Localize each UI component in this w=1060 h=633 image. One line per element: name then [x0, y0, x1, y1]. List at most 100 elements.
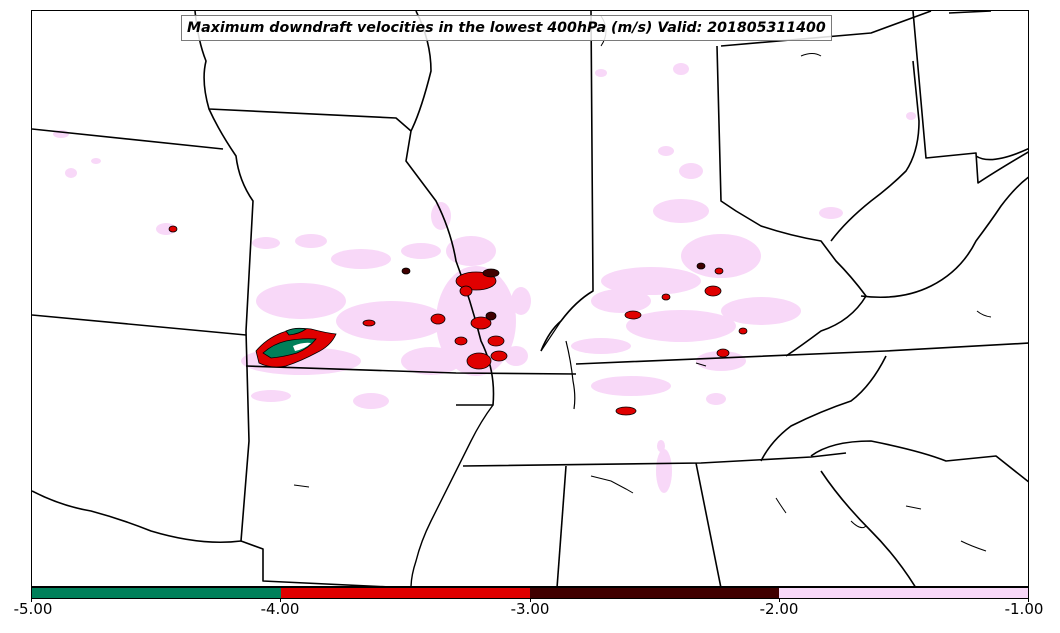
light-patch: [446, 236, 496, 266]
cell-green: [285, 327, 307, 336]
light-patch: [601, 267, 701, 295]
map-title: Maximum downdraft velocities in the lowe…: [181, 15, 832, 41]
cell-red: [738, 327, 748, 335]
cell-red: [430, 313, 446, 325]
lake-outline: [293, 484, 310, 488]
cell-red: [454, 336, 468, 346]
boundary-line: [830, 60, 920, 242]
colorbar-segment: [281, 588, 530, 598]
light-patch: [511, 287, 531, 315]
boundary-line: [820, 470, 916, 586]
cell-red: [714, 267, 724, 275]
light-patch: [591, 376, 671, 396]
lake-outline: [590, 475, 634, 494]
map-canvas: [32, 11, 1028, 586]
boundary-line: [975, 147, 1028, 161]
cell-red: [716, 348, 730, 358]
light-patch: [331, 249, 391, 269]
boundary-line: [540, 11, 594, 352]
light-patch: [819, 207, 843, 219]
cell-red: [362, 319, 376, 327]
colorbar-segment: [32, 588, 281, 598]
cell-red: [704, 285, 722, 297]
light-patch: [431, 202, 451, 230]
colorbar-tick: [530, 598, 531, 602]
light-patch: [656, 449, 672, 493]
light-patch: [353, 393, 389, 409]
cell-white: [293, 342, 311, 351]
cell-red: [459, 285, 473, 297]
light-patch: [251, 390, 291, 402]
light-patch: [401, 243, 441, 259]
light-patch: [252, 237, 280, 249]
boundary-line: [695, 462, 722, 586]
colorbar-segment: [779, 588, 1028, 598]
lake-outline: [800, 53, 822, 57]
light-patch: [91, 158, 101, 164]
boundary-line: [556, 465, 567, 586]
cell-red: [624, 310, 642, 320]
lake-outline: [775, 497, 787, 514]
colorbar-tick-label: -1.00: [1004, 600, 1044, 618]
light-patch: [595, 69, 607, 77]
boundary-line: [245, 365, 577, 375]
colorbar-tick: [31, 598, 32, 602]
boundary-line: [32, 490, 242, 543]
light-patch: [653, 199, 709, 223]
cell-red: [470, 316, 492, 330]
colorbar-tick: [280, 598, 281, 602]
boundary-line: [208, 108, 386, 586]
river-boundary: [540, 320, 576, 410]
colorbar-tick-label: -3.00: [510, 600, 550, 618]
light-patch: [571, 338, 631, 354]
colorbar-tick-label: -4.00: [260, 600, 300, 618]
cell-red: [615, 406, 637, 416]
light-patch: [256, 283, 346, 319]
colorbar-tick-label: -5.00: [13, 600, 53, 618]
cell-red: [466, 352, 492, 370]
cell-dark: [401, 267, 411, 275]
boundary-line: [32, 314, 247, 336]
light-patch: [504, 346, 528, 366]
cell-red: [490, 350, 508, 362]
cell-dark: [482, 268, 500, 278]
light-patch: [706, 393, 726, 405]
lakes: [293, 15, 992, 552]
lake-outline: [960, 540, 987, 552]
light-patch: [65, 168, 77, 178]
light-patch: [696, 351, 746, 371]
colorbar-tick-label: -2.00: [759, 600, 799, 618]
boundary-line: [810, 440, 1028, 483]
light-patch: [657, 440, 665, 452]
boundary-line: [462, 452, 847, 467]
light-patch: [401, 347, 461, 375]
light-patch: [295, 234, 327, 248]
lake-outline: [905, 505, 922, 510]
cell-red: [661, 293, 671, 301]
colorbar-tick: [779, 598, 780, 602]
boundary-line: [575, 342, 1028, 365]
cell-red: [168, 225, 178, 233]
boundary-line: [948, 11, 992, 14]
light-patch: [906, 112, 916, 120]
light-patch: [336, 301, 446, 341]
boundary-line: [912, 11, 1028, 184]
boundary-line: [720, 11, 932, 47]
light-patch: [721, 297, 801, 325]
cell-dark: [696, 262, 706, 270]
colorbar-segment: [530, 588, 779, 598]
lake-outline: [976, 310, 992, 318]
light-patch: [673, 63, 689, 75]
boundary-line: [860, 176, 1028, 299]
cell-dark: [485, 311, 497, 321]
boundary-line: [760, 355, 887, 462]
downdraft-strong-cells: [168, 225, 748, 416]
boundary-line: [32, 128, 224, 150]
lake-outline: [850, 520, 867, 529]
light-patch: [626, 310, 736, 342]
state-boundaries: [32, 11, 1028, 586]
light-patch: [658, 146, 674, 156]
colorbar-tick: [1028, 598, 1029, 602]
river-boundary: [410, 404, 494, 586]
map-panel: [31, 10, 1029, 587]
